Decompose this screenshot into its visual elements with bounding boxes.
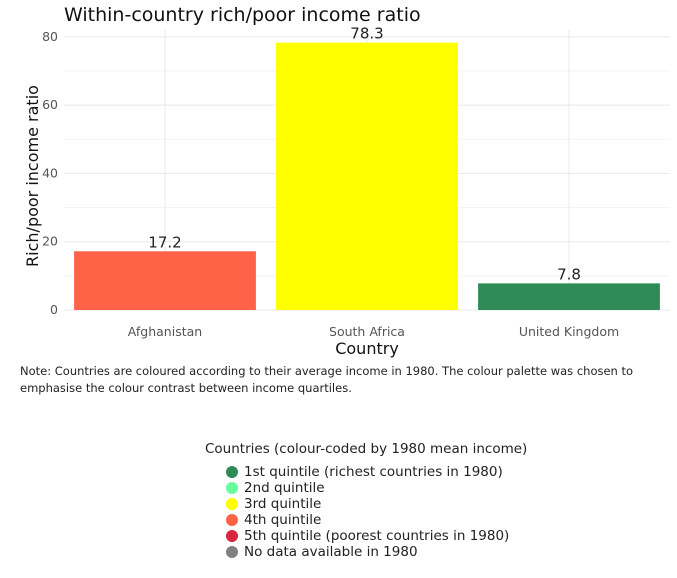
legend-key-dot	[226, 514, 238, 526]
y-tick-label: 20	[42, 234, 58, 249]
legend-label: 4th quintile	[244, 512, 322, 528]
legend-label: No data available in 1980	[244, 544, 418, 560]
y-tick-label: 80	[42, 29, 58, 44]
legend-key-dot	[226, 466, 238, 478]
chart-title: Within-country rich/poor income ratio	[64, 4, 421, 26]
legend-item: 1st quintile (richest countries in 1980)	[226, 464, 509, 480]
bar-value-label: 7.8	[557, 265, 581, 283]
x-tick-label: South Africa	[329, 324, 405, 339]
legend: 1st quintile (richest countries in 1980)…	[226, 464, 509, 560]
y-tick-label: 0	[50, 302, 58, 317]
chart-note: Note: Countries are coloured according t…	[20, 364, 634, 395]
bar-chart: Within-country rich/poor income ratio 17…	[23, 4, 670, 358]
bar-value-label: 17.2	[148, 233, 181, 251]
legend-item: 4th quintile	[226, 512, 509, 528]
legend-label: 2nd quintile	[244, 480, 325, 496]
legend-item: 3rd quintile	[226, 496, 509, 512]
bar	[276, 42, 458, 310]
bars	[74, 42, 660, 310]
x-tick-label: Afghanistan	[128, 324, 202, 339]
legend-item: No data available in 1980	[226, 544, 509, 560]
legend-item: 2nd quintile	[226, 480, 509, 496]
x-axis-title: Country	[335, 339, 399, 358]
x-axis-ticks: Afghanistan South Africa United Kingdom	[128, 324, 619, 339]
bar-labels: 17.2 78.3 7.8	[148, 25, 581, 284]
y-axis-ticks: 0 20 40 60 80	[42, 29, 58, 317]
legend-key-dot	[226, 546, 238, 558]
bar	[74, 251, 256, 310]
y-axis-title: Rich/poor income ratio	[23, 85, 42, 267]
legend-key-dot	[226, 530, 238, 542]
legend-label: 3rd quintile	[244, 496, 322, 512]
y-tick-label: 40	[42, 165, 58, 180]
legend-title: Countries (colour-coded by 1980 mean inc…	[205, 441, 528, 457]
x-tick-label: United Kingdom	[519, 324, 619, 339]
legend-label: 5th quintile (poorest countries in 1980)	[244, 528, 510, 544]
legend-label: 1st quintile (richest countries in 1980)	[244, 464, 503, 480]
bar	[478, 283, 660, 310]
bar-value-label: 78.3	[350, 25, 383, 43]
legend-item: 5th quintile (poorest countries in 1980)	[226, 528, 509, 544]
y-tick-label: 60	[42, 97, 58, 112]
legend-key-dot	[226, 498, 238, 510]
legend-key-dot	[226, 482, 238, 494]
